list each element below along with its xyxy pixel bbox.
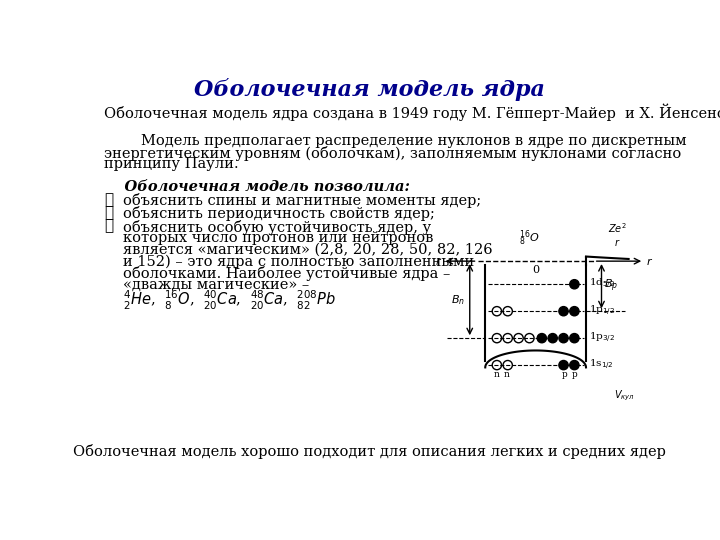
Text: ✔: ✔	[104, 206, 113, 220]
Text: «дважды магические» –: «дважды магические» –	[122, 278, 309, 291]
Circle shape	[537, 334, 546, 343]
Circle shape	[570, 361, 579, 370]
Text: $B_p$: $B_p$	[603, 278, 618, 294]
Text: Оболочечная модель ядра создана в 1949 году М. Гёпперт-Майер  и Х. Йенсеном.: Оболочечная модель ядра создана в 1949 г…	[104, 104, 720, 122]
Circle shape	[570, 280, 579, 289]
Text: $r$: $r$	[646, 255, 653, 267]
Text: Оболочечная модель ядра: Оболочечная модель ядра	[194, 78, 544, 101]
Text: 0: 0	[532, 265, 539, 275]
Text: объяснить особую устойчивость ядер, у: объяснить особую устойчивость ядер, у	[122, 220, 431, 234]
Text: $^{4}_{2}He$,  $^{16}_{8}O$,  $^{40}_{20}Ca$,  $^{48}_{20}Ca$,  $^{208}_{82}Pb$: $^{4}_{2}He$, $^{16}_{8}O$, $^{40}_{20}C…	[122, 289, 336, 312]
Text: p: p	[572, 370, 577, 379]
Text: $V_{кул}$: $V_{кул}$	[614, 389, 635, 403]
Circle shape	[570, 307, 579, 316]
Text: $Ze^2$
$r$: $Ze^2$ $r$	[608, 221, 626, 247]
Text: энергетическим уровням (оболочкам), заполняемым нуклонами согласно: энергетическим уровням (оболочкам), запо…	[104, 146, 681, 161]
Text: ✔: ✔	[104, 220, 113, 234]
Text: ✔: ✔	[104, 193, 113, 207]
Text: является «магическим» (2,8, 20, 28, 50, 82, 126: является «магическим» (2,8, 20, 28, 50, …	[122, 242, 492, 256]
Text: $B_n$: $B_n$	[451, 293, 465, 307]
Text: объяснить спины и магнитные моменты ядер;: объяснить спины и магнитные моменты ядер…	[122, 193, 481, 208]
Text: n: n	[494, 370, 500, 379]
Text: которых число протонов или нейтронов: которых число протонов или нейтронов	[122, 231, 433, 245]
Text: $^{16}_{8}O$: $^{16}_{8}O$	[519, 228, 540, 248]
Text: $r$: $r$	[435, 255, 442, 267]
Text: n: n	[503, 370, 509, 379]
Text: объяснить периодичность свойств ядер;: объяснить периодичность свойств ядер;	[122, 206, 434, 221]
Text: принципу Паули.: принципу Паули.	[104, 157, 238, 171]
Text: оболочками. Наиболее устойчивые ядра –: оболочками. Наиболее устойчивые ядра –	[122, 266, 450, 281]
Text: Оболочечная модель хорошо подходит для описания легких и средних ядер: Оболочечная модель хорошо подходит для о…	[73, 444, 665, 459]
Text: 1s$_{1/2}$: 1s$_{1/2}$	[589, 358, 613, 372]
Text: 1p$_{1/2}$: 1p$_{1/2}$	[589, 304, 615, 318]
Circle shape	[559, 334, 568, 343]
Text: и 152) – это ядра с полностью заполненными: и 152) – это ядра с полностью заполненны…	[122, 254, 474, 268]
Circle shape	[548, 334, 557, 343]
Text: Модель предполагает распределение нуклонов в ядре по дискретным: Модель предполагает распределение нуклон…	[104, 134, 687, 148]
Circle shape	[570, 334, 579, 343]
Text: p: p	[562, 370, 568, 379]
Circle shape	[559, 361, 568, 370]
Text: 1d$_{5/2}$: 1d$_{5/2}$	[589, 277, 615, 291]
Text: Оболочечная модель позволила:: Оболочечная модель позволила:	[104, 179, 410, 193]
Text: 1p$_{3/2}$: 1p$_{3/2}$	[589, 331, 615, 345]
Circle shape	[559, 307, 568, 316]
